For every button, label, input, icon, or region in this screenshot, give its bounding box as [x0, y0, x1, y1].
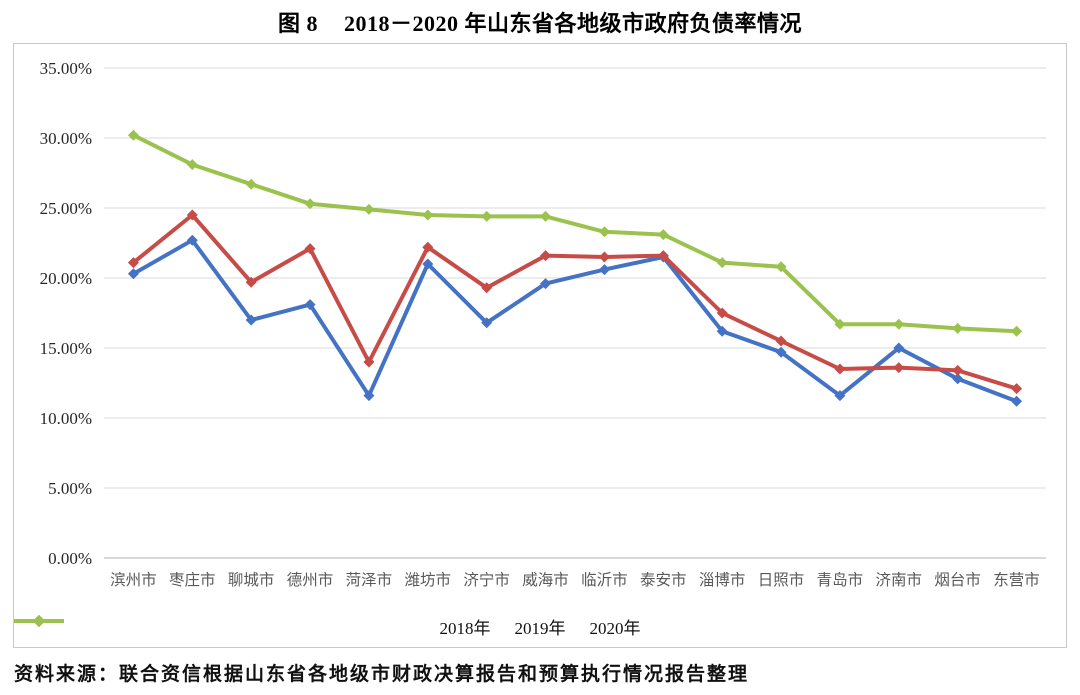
legend-item-2018年: 2018年: [14, 614, 491, 639]
series-marker: [481, 317, 493, 329]
chart-container: 35.00% 30.00% 25.00% 20.00% 15.00% 10.00% 5.00…: [13, 43, 1067, 648]
source-note: 资料来源：联合资信根据山东省各地级市财政决算报告和预算执行情况报告整理: [14, 664, 750, 685]
series-marker: [775, 261, 787, 273]
series-marker: [1011, 325, 1023, 337]
series-marker: [363, 390, 375, 402]
series-line-2018年: [131, 238, 1019, 404]
series-marker: [245, 276, 257, 288]
series-marker: [245, 314, 257, 326]
line-chart: 35.00% 30.00% 25.00% 20.00% 15.00% 10.00% 5.00…: [40, 59, 1046, 589]
series-marker: [1011, 383, 1023, 395]
series-marker: [422, 209, 434, 221]
series-marker: [598, 264, 610, 276]
chart-legend: 2018年 2019年 2020年: [14, 614, 1066, 639]
series-marker: [540, 250, 552, 262]
x-tick-label: 滨州市: [110, 571, 157, 589]
x-tick-label: 淄博市: [699, 571, 746, 589]
series-marker: [481, 210, 493, 222]
series-marker: [834, 318, 846, 330]
y-tick-label: 10.00%: [40, 409, 92, 428]
series-marker: [657, 250, 669, 262]
y-tick-label: 35.00%: [40, 59, 92, 78]
x-tick-label: 东营市: [993, 571, 1040, 589]
y-tick-label: 30.00%: [40, 129, 92, 148]
series-marker: [422, 258, 434, 270]
figure-title-text: 2018－2020 年山东省各地级市政府负债率情况: [344, 11, 803, 36]
x-tick-label: 青岛市: [817, 571, 864, 589]
series-line-2020年: [131, 133, 1019, 334]
series-marker: [304, 299, 316, 311]
x-tick-label: 聊城市: [228, 571, 275, 589]
y-tick-label: 5.00%: [48, 479, 92, 498]
series-marker: [186, 209, 198, 221]
legend-item-2019年: 2019年: [14, 614, 566, 639]
x-tick-label: 潍坊市: [405, 571, 452, 589]
series-marker: [598, 251, 610, 263]
series-marker: [598, 226, 610, 238]
series-marker: [716, 325, 728, 337]
series-marker: [127, 268, 139, 280]
series-marker: [893, 342, 905, 354]
x-tick-label: 泰安市: [640, 571, 687, 589]
series-marker: [952, 373, 964, 385]
y-tick-label: 0.00%: [48, 549, 92, 568]
series-marker: [186, 159, 198, 171]
series-marker: [834, 390, 846, 402]
series-marker: [893, 362, 905, 374]
series-marker: [186, 234, 198, 246]
series-marker: [363, 356, 375, 368]
x-tick-label: 菏泽市: [346, 571, 393, 589]
legend-label: 2020年: [589, 619, 641, 638]
figure-title: 图 8 2018－2020 年山东省各地级市政府负债率情况: [0, 6, 1080, 38]
x-tick-label: 烟台市: [934, 571, 981, 589]
series-marker: [657, 229, 669, 241]
x-tick-label: 威海市: [522, 571, 569, 589]
series-marker: [422, 241, 434, 253]
series-line-2019年: [131, 213, 1019, 391]
series-marker: [834, 363, 846, 375]
x-tick-label: 日照市: [758, 571, 805, 589]
series-marker: [1011, 395, 1023, 407]
y-tick-label: 15.00%: [40, 339, 92, 358]
series-marker: [304, 198, 316, 210]
series-marker: [952, 322, 964, 334]
series-marker: [893, 318, 905, 330]
series-marker: [127, 129, 139, 141]
legend-marker-icon: [14, 615, 64, 627]
series-marker: [540, 278, 552, 290]
series-marker: [245, 178, 257, 190]
y-tick-label: 25.00%: [40, 199, 92, 218]
series-marker: [775, 335, 787, 347]
legend-label: 2018年: [439, 619, 491, 638]
y-tick-label: 20.00%: [40, 269, 92, 288]
x-tick-label: 济南市: [876, 571, 923, 589]
series-marker: [716, 257, 728, 269]
x-tick-label: 枣庄市: [169, 571, 216, 589]
series-marker: [304, 243, 316, 255]
figure-number: 图 8: [277, 11, 318, 36]
legend-item-2020年: 2020年: [14, 614, 641, 639]
series-marker: [716, 307, 728, 319]
series-marker: [481, 282, 493, 294]
series-marker: [127, 257, 139, 269]
series-marker: [363, 203, 375, 215]
series-marker: [540, 210, 552, 222]
series-marker: [952, 364, 964, 376]
legend-label: 2019年: [514, 619, 566, 638]
x-tick-label: 济宁市: [463, 571, 510, 589]
x-tick-label: 德州市: [287, 571, 334, 589]
x-tick-label: 临沂市: [581, 571, 628, 589]
series-marker: [775, 346, 787, 358]
